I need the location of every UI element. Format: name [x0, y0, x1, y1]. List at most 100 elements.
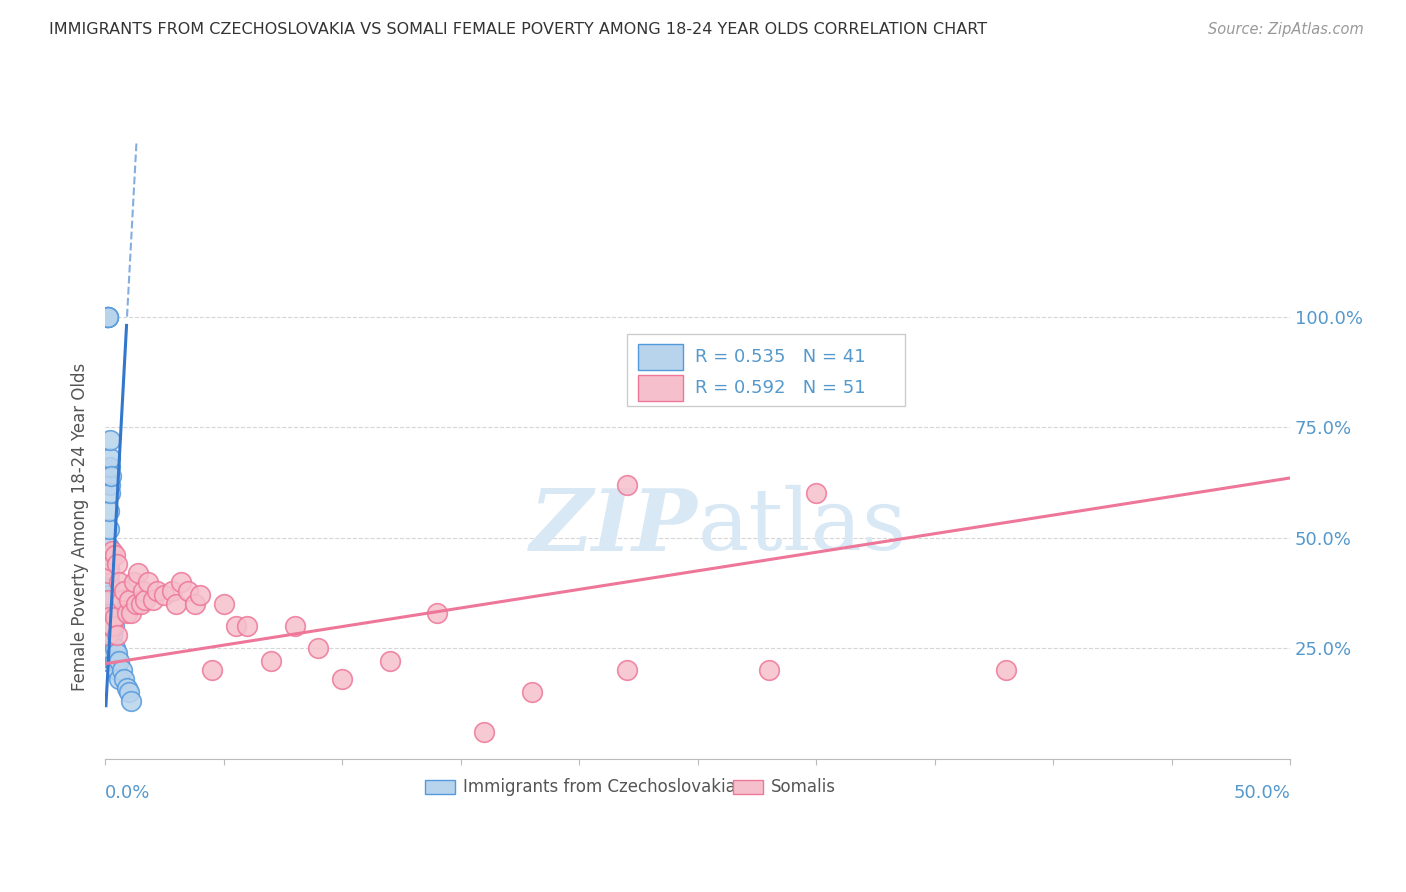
Point	[804, 486, 827, 500]
Point	[118, 592, 141, 607]
Point	[105, 558, 128, 572]
Point	[96, 650, 118, 665]
Point	[98, 553, 121, 567]
Bar	[638, 344, 683, 369]
Point	[105, 628, 128, 642]
Point	[472, 725, 495, 739]
Point	[134, 592, 156, 607]
Point	[104, 655, 127, 669]
Point	[98, 486, 121, 500]
Text: IMMIGRANTS FROM CZECHOSLOVAKIA VS SOMALI FEMALE POVERTY AMONG 18-24 YEAR OLDS CO: IMMIGRANTS FROM CZECHOSLOVAKIA VS SOMALI…	[49, 22, 987, 37]
Point	[188, 588, 211, 602]
Point	[97, 641, 120, 656]
Point	[616, 477, 638, 491]
Point	[111, 664, 134, 678]
Text: atlas: atlas	[697, 485, 907, 568]
Point	[146, 583, 169, 598]
Point	[111, 592, 134, 607]
Point	[127, 566, 149, 580]
Point	[100, 434, 122, 448]
Point	[308, 641, 330, 656]
Point	[96, 558, 118, 572]
FancyBboxPatch shape	[627, 334, 905, 406]
Bar	[733, 780, 763, 794]
Point	[97, 310, 120, 324]
Point	[122, 574, 145, 589]
Text: 0.0%: 0.0%	[105, 784, 150, 802]
Point	[125, 597, 148, 611]
Point	[112, 672, 135, 686]
Point	[100, 468, 122, 483]
Point	[101, 619, 124, 633]
Point	[115, 681, 138, 695]
Point	[236, 619, 259, 633]
Point	[104, 549, 127, 563]
Point	[97, 606, 120, 620]
Point	[98, 619, 121, 633]
Point	[97, 549, 120, 563]
Point	[97, 597, 120, 611]
Point	[170, 574, 193, 589]
Point	[758, 664, 780, 678]
Point	[97, 628, 120, 642]
Point	[100, 549, 122, 563]
Point	[96, 646, 118, 660]
Point	[98, 459, 121, 474]
Y-axis label: Female Poverty Among 18-24 Year Olds: Female Poverty Among 18-24 Year Olds	[72, 362, 89, 690]
Point	[96, 655, 118, 669]
Point	[108, 672, 131, 686]
Point	[284, 619, 307, 633]
Text: R = 0.535   N = 41: R = 0.535 N = 41	[695, 348, 866, 366]
Point	[101, 628, 124, 642]
Point	[378, 655, 401, 669]
Point	[118, 685, 141, 699]
Bar	[425, 780, 454, 794]
Point	[201, 664, 224, 678]
Point	[98, 540, 121, 554]
Point	[101, 544, 124, 558]
Point	[96, 310, 118, 324]
Point	[212, 597, 235, 611]
Point	[165, 597, 187, 611]
Point	[97, 619, 120, 633]
Point	[97, 592, 120, 607]
Point	[105, 646, 128, 660]
Point	[98, 561, 121, 575]
Point	[142, 592, 165, 607]
Point	[115, 606, 138, 620]
Point	[120, 694, 142, 708]
Point	[184, 597, 207, 611]
Point	[426, 606, 449, 620]
Point	[520, 685, 543, 699]
Point	[96, 632, 118, 647]
Point	[104, 610, 127, 624]
Point	[97, 628, 120, 642]
Point	[105, 664, 128, 678]
Text: R = 0.592   N = 51: R = 0.592 N = 51	[695, 379, 866, 397]
Bar	[638, 376, 683, 401]
Point	[97, 588, 120, 602]
Point	[97, 310, 120, 324]
Point	[101, 606, 124, 620]
Text: 50.0%: 50.0%	[1233, 784, 1291, 802]
Point	[177, 583, 200, 598]
Point	[160, 583, 183, 598]
Point	[97, 615, 120, 629]
Point	[103, 619, 125, 633]
Point	[97, 610, 120, 624]
Point	[225, 619, 247, 633]
Point	[129, 597, 152, 611]
Point	[97, 566, 120, 580]
Point	[97, 310, 120, 324]
Point	[108, 655, 131, 669]
Point	[153, 588, 176, 602]
Point	[132, 583, 155, 598]
Point	[98, 477, 121, 491]
Point	[994, 664, 1017, 678]
Text: Source: ZipAtlas.com: Source: ZipAtlas.com	[1208, 22, 1364, 37]
Point	[260, 655, 283, 669]
Point	[97, 628, 120, 642]
Point	[97, 549, 120, 563]
Point	[96, 637, 118, 651]
Point	[98, 451, 121, 466]
